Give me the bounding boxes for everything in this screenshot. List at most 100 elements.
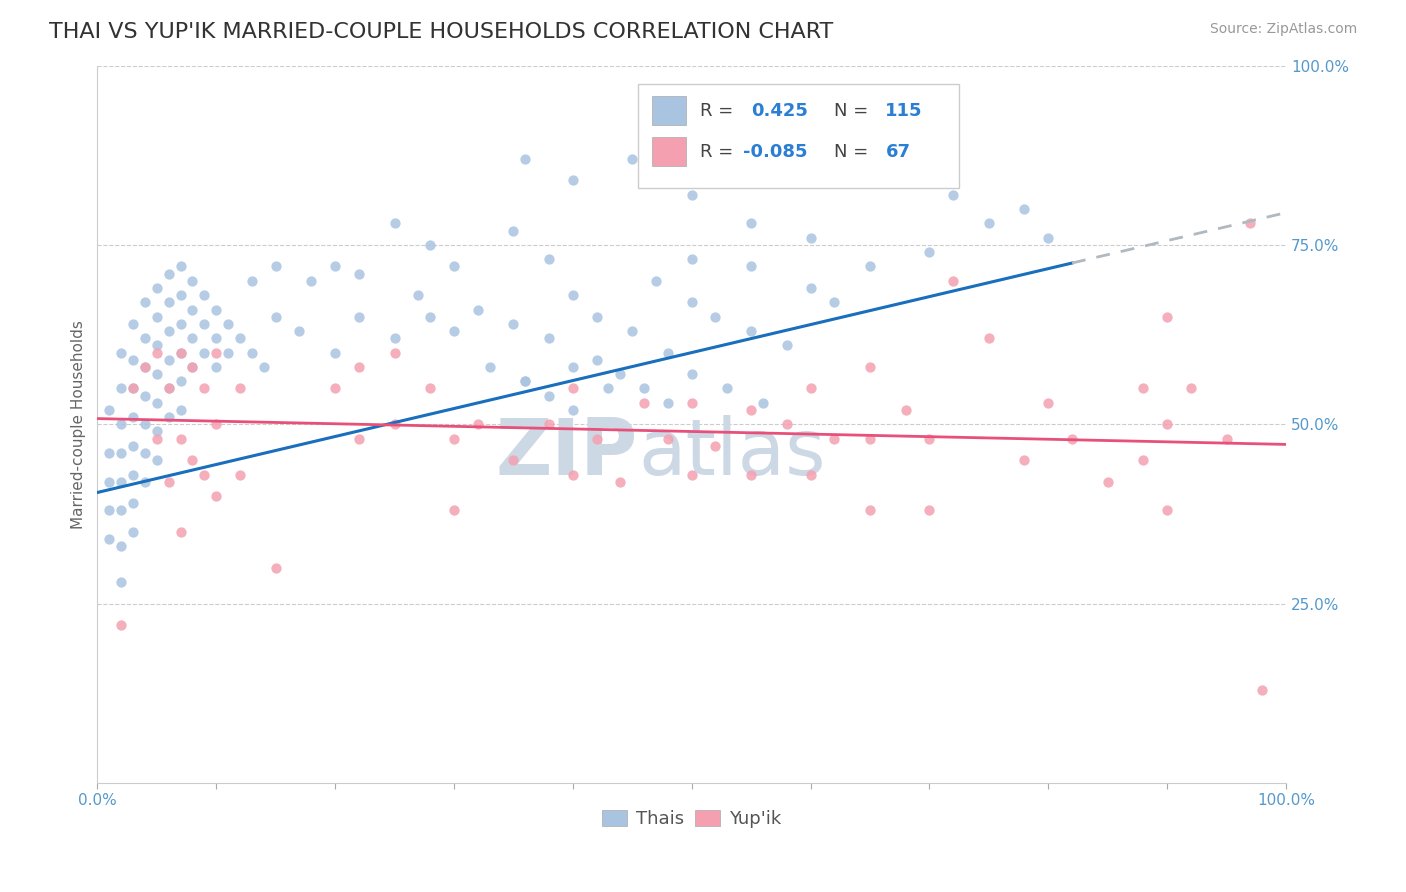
Point — [288, 324, 311, 338]
Point — [169, 374, 191, 388]
Point — [598, 381, 620, 395]
Point — [657, 432, 679, 446]
Point — [859, 260, 882, 274]
Point — [1014, 453, 1036, 467]
Point — [134, 295, 156, 310]
Text: -0.085: -0.085 — [742, 143, 807, 161]
Point — [169, 260, 191, 274]
Point — [1156, 503, 1178, 517]
Point — [134, 417, 156, 432]
Point — [740, 324, 762, 338]
Point — [633, 381, 655, 395]
Point — [1251, 682, 1274, 697]
Point — [110, 575, 132, 590]
Point — [1060, 432, 1083, 446]
Text: N =: N = — [834, 102, 869, 120]
Point — [169, 288, 191, 302]
Text: atlas: atlas — [638, 415, 825, 491]
Point — [537, 331, 560, 345]
Point — [537, 417, 560, 432]
Point — [181, 302, 204, 317]
Point — [621, 324, 644, 338]
Point — [515, 374, 537, 388]
Text: R =: R = — [700, 102, 733, 120]
Point — [157, 381, 180, 395]
Point — [181, 274, 204, 288]
Point — [681, 467, 703, 482]
Point — [502, 453, 524, 467]
Point — [264, 310, 287, 324]
Point — [193, 467, 215, 482]
Point — [181, 453, 204, 467]
Point — [740, 467, 762, 482]
Point — [681, 187, 703, 202]
Point — [229, 467, 252, 482]
Point — [585, 310, 607, 324]
Point — [98, 503, 121, 517]
Point — [122, 352, 145, 367]
Point — [1097, 475, 1119, 489]
Point — [1038, 396, 1060, 410]
Point — [823, 295, 845, 310]
Point — [240, 274, 263, 288]
Point — [122, 381, 145, 395]
Point — [253, 359, 276, 374]
Point — [1038, 231, 1060, 245]
Point — [977, 331, 1000, 345]
Point — [443, 324, 465, 338]
Point — [134, 359, 156, 374]
Point — [681, 367, 703, 381]
Point — [443, 503, 465, 517]
Point — [110, 539, 132, 553]
Point — [681, 252, 703, 267]
Point — [752, 396, 775, 410]
Point — [169, 345, 191, 359]
FancyBboxPatch shape — [652, 96, 686, 125]
Point — [169, 317, 191, 331]
Point — [157, 381, 180, 395]
Point — [110, 345, 132, 359]
Point — [193, 317, 215, 331]
Point — [98, 475, 121, 489]
Point — [1156, 417, 1178, 432]
Point — [205, 302, 228, 317]
Point — [561, 467, 583, 482]
Point — [264, 561, 287, 575]
Point — [146, 396, 169, 410]
Point — [537, 389, 560, 403]
Point — [299, 274, 322, 288]
Point — [799, 381, 821, 395]
Text: THAI VS YUP'IK MARRIED-COUPLE HOUSEHOLDS CORRELATION CHART: THAI VS YUP'IK MARRIED-COUPLE HOUSEHOLDS… — [49, 22, 834, 42]
Point — [633, 396, 655, 410]
Point — [799, 231, 821, 245]
Point — [645, 274, 668, 288]
Legend: Thais, Yup'ik: Thais, Yup'ik — [595, 802, 789, 835]
Point — [478, 359, 501, 374]
Point — [323, 345, 346, 359]
Point — [561, 359, 583, 374]
Point — [419, 381, 441, 395]
Point — [1156, 310, 1178, 324]
Point — [1132, 453, 1154, 467]
Point — [110, 475, 132, 489]
Point — [704, 439, 727, 453]
Point — [621, 152, 644, 166]
Point — [823, 432, 845, 446]
Point — [169, 524, 191, 539]
Point — [157, 295, 180, 310]
Point — [681, 396, 703, 410]
Point — [169, 345, 191, 359]
Point — [384, 216, 406, 230]
Point — [122, 439, 145, 453]
Point — [859, 359, 882, 374]
Point — [740, 403, 762, 417]
Point — [134, 446, 156, 460]
Point — [799, 281, 821, 295]
Point — [205, 489, 228, 503]
Point — [942, 274, 965, 288]
Point — [110, 503, 132, 517]
Point — [134, 331, 156, 345]
Point — [169, 432, 191, 446]
Point — [894, 403, 917, 417]
Point — [918, 245, 941, 260]
